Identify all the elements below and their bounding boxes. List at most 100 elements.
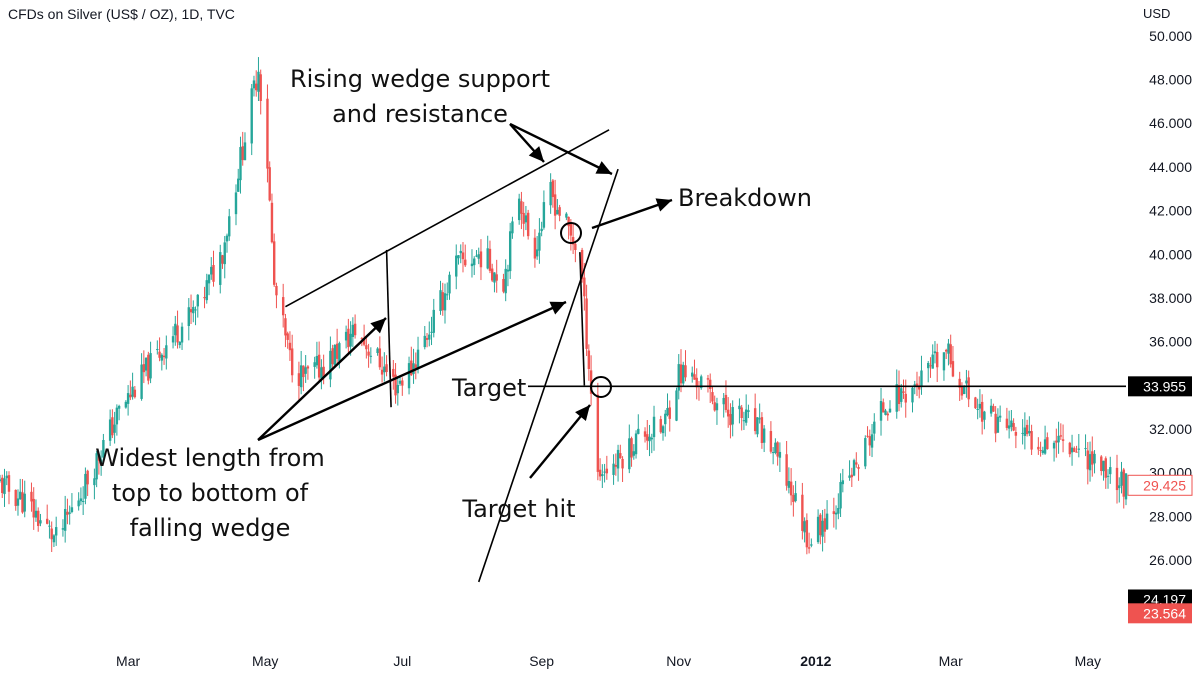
candle-body — [664, 413, 667, 425]
candle-body — [407, 363, 411, 389]
candle-body — [762, 428, 766, 443]
candle-body — [344, 331, 348, 341]
candle-body — [207, 274, 211, 284]
candle-body — [929, 365, 932, 367]
candle-body — [162, 355, 166, 358]
candle-body — [180, 326, 184, 343]
currency-label: USD — [1143, 6, 1171, 21]
widest-label-line2: top to bottom of — [112, 479, 309, 507]
candle-body — [807, 547, 811, 549]
candle-body — [976, 408, 979, 410]
candle-body — [747, 410, 750, 412]
candle-body — [832, 511, 836, 515]
candle-body — [401, 380, 404, 386]
candle-body — [297, 373, 301, 386]
candle-body — [66, 511, 69, 515]
candle-body — [612, 463, 615, 475]
candle-body — [1, 477, 4, 494]
candle-body — [281, 297, 285, 316]
candle-body — [448, 274, 451, 294]
arrow-to-wedge-upper-head — [528, 146, 544, 162]
candle-body — [866, 435, 869, 437]
candle-body — [614, 464, 618, 467]
candle-body — [176, 325, 179, 343]
candle-body — [960, 385, 964, 396]
candle-body — [776, 442, 779, 457]
candle-body — [583, 277, 586, 297]
candle-body — [715, 403, 719, 411]
arrow-widest-2-head — [549, 301, 566, 315]
candle-body — [558, 207, 561, 216]
candle-body — [870, 434, 874, 448]
candle-body — [475, 255, 478, 257]
candle-body — [855, 462, 858, 465]
candle-body — [1068, 442, 1072, 455]
candle-body — [998, 415, 1002, 418]
candle-body — [250, 88, 253, 144]
candle-body — [927, 362, 930, 369]
candle-body — [45, 518, 49, 524]
candle-body — [335, 343, 339, 359]
candle-body — [0, 479, 2, 481]
candle-body — [661, 426, 665, 434]
candle-body — [585, 298, 588, 349]
candle-body — [882, 402, 885, 413]
candle-body — [852, 460, 856, 476]
candle-body — [61, 528, 65, 530]
wedge-label-line2: and resistance — [332, 100, 508, 128]
candle-body — [1088, 454, 1092, 471]
candle-body — [396, 384, 400, 394]
candle-body — [989, 405, 993, 414]
candle-body — [974, 397, 977, 409]
candle-body — [1012, 423, 1015, 431]
candle-body — [333, 345, 337, 366]
candle-body — [385, 364, 388, 373]
y-tick-label: 26.000 — [1149, 552, 1192, 568]
candle-body — [601, 474, 604, 477]
candle-body — [520, 201, 523, 214]
candle-body — [650, 437, 653, 440]
candle-body — [124, 401, 128, 408]
candle-body — [77, 500, 80, 507]
candle-body — [187, 307, 190, 326]
candle-body — [95, 453, 98, 480]
candle-body — [84, 473, 87, 499]
candle-body — [942, 352, 946, 371]
candle-body — [299, 365, 303, 388]
x-tick-label: May — [252, 653, 278, 669]
candle-body — [144, 357, 148, 371]
candle-body — [1118, 485, 1121, 489]
candle-body — [787, 481, 791, 488]
candle-body — [1030, 431, 1033, 450]
candle-body — [461, 252, 465, 260]
candle-body — [936, 352, 939, 368]
candle-body — [709, 379, 712, 389]
candle-body — [1052, 442, 1056, 449]
candle-body — [3, 478, 6, 495]
candle-body — [821, 520, 824, 537]
candle-body — [353, 323, 357, 336]
candle-body — [740, 407, 743, 418]
candle-body — [380, 369, 384, 375]
candle-body — [131, 386, 134, 397]
candle-body — [706, 378, 710, 380]
candle-body — [221, 255, 224, 264]
candle-body — [203, 296, 206, 299]
candle-body — [823, 518, 827, 532]
candle-body — [81, 501, 85, 503]
candle-body — [392, 368, 395, 377]
x-tick-label: Jul — [393, 653, 411, 669]
candle-body — [637, 428, 640, 434]
candle-body — [313, 362, 316, 367]
candle-body — [911, 387, 914, 403]
candle-body — [722, 397, 725, 405]
x-tick-label: Mar — [939, 653, 963, 669]
candle-body — [1023, 427, 1027, 436]
candle-body — [410, 360, 413, 376]
candle-body — [731, 407, 734, 425]
candle-body — [1007, 425, 1011, 429]
candle-body — [79, 498, 83, 502]
candle-body — [837, 507, 840, 514]
candle-body — [383, 366, 386, 373]
candle-body — [394, 374, 397, 396]
